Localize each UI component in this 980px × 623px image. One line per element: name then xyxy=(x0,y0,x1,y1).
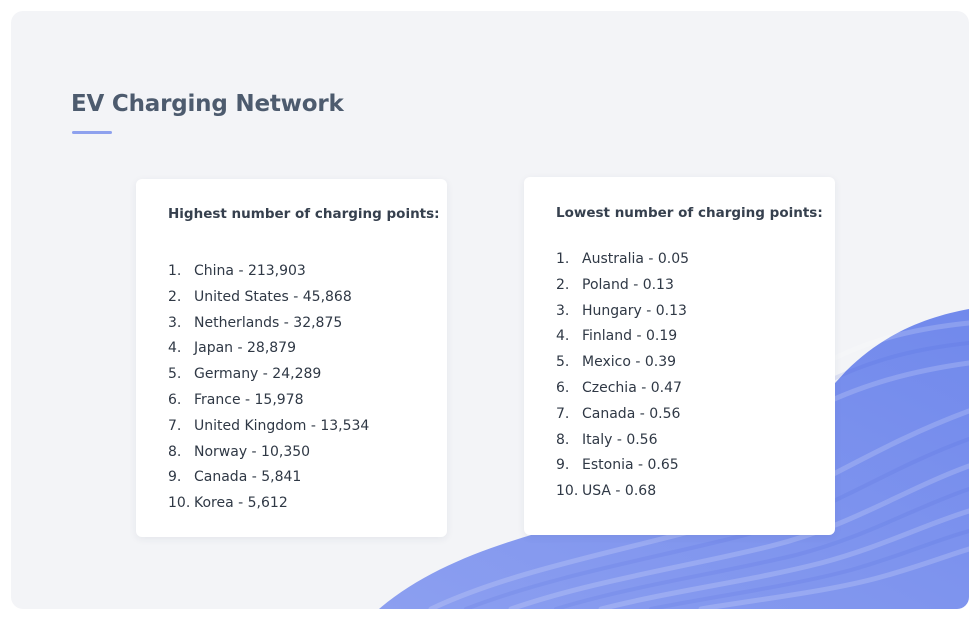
highest-heading: Highest number of charging points: xyxy=(168,206,440,222)
rank-number: 4. xyxy=(556,328,570,345)
rank-number: 7. xyxy=(556,405,570,422)
list-item: 1. China - 213,903 xyxy=(168,259,369,285)
item-text: United Kingdom - 13,534 xyxy=(194,417,370,434)
list-item: 1. Australia - 0.05 xyxy=(556,247,689,273)
list-item: 7. United Kingdom - 13,534 xyxy=(168,414,369,440)
item-text: United States - 45,868 xyxy=(194,288,352,305)
list-item: 10. Korea - 5,612 xyxy=(168,491,369,517)
list-item: 10. USA - 0.68 xyxy=(556,479,689,505)
highest-card: Highest number of charging points: 1. Chi… xyxy=(136,179,447,537)
item-text: Finland - 0.19 xyxy=(582,328,678,345)
rank-number: 10. xyxy=(556,483,579,500)
list-item: 9. Estonia - 0.65 xyxy=(556,453,689,479)
list-item: 7. Canada - 0.56 xyxy=(556,402,689,428)
rank-number: 1. xyxy=(168,263,182,279)
list-item: 3. Netherlands - 32,875 xyxy=(168,311,369,337)
rank-number: 4. xyxy=(168,340,182,357)
list-item: 2. United States - 45,868 xyxy=(168,285,369,311)
rank-number: 10. xyxy=(168,495,191,512)
item-text: Netherlands - 32,875 xyxy=(194,314,343,331)
rank-number: 9. xyxy=(168,469,182,486)
list-item: 2. Poland - 0.13 xyxy=(556,273,689,299)
rank-number: 7. xyxy=(168,417,182,434)
item-text: Mexico - 0.39 xyxy=(582,354,677,371)
rank-number: 8. xyxy=(556,431,570,448)
rank-number: 2. xyxy=(556,276,570,293)
list-item: 8. Norway - 10,350 xyxy=(168,440,369,466)
list-item: 5. Germany - 24,289 xyxy=(168,362,369,388)
item-text: Canada - 0.56 xyxy=(582,405,681,422)
rank-number: 3. xyxy=(168,314,182,331)
rank-number: 8. xyxy=(168,443,182,460)
item-text: Estonia - 0.65 xyxy=(582,457,679,474)
list-item: 4. Finland - 0.19 xyxy=(556,324,689,350)
item-text: USA - 0.68 xyxy=(582,483,657,500)
lowest-heading: Lowest number of charging points: xyxy=(556,205,823,221)
item-text: Italy - 0.56 xyxy=(582,431,658,448)
list-item: 8. Italy - 0.56 xyxy=(556,428,689,454)
item-text: Norway - 10,350 xyxy=(194,443,311,460)
page-title: EV Charging Network xyxy=(71,91,344,117)
rank-number: 3. xyxy=(556,302,570,319)
rank-number: 9. xyxy=(556,457,570,474)
list-item: 3. Hungary - 0.13 xyxy=(556,299,689,325)
item-text: France - 15,978 xyxy=(194,391,304,408)
slide: EV Charging Network Highest number of ch… xyxy=(11,11,969,609)
item-text: Korea - 5,612 xyxy=(194,495,288,512)
list-item: 6. Czechia - 0.47 xyxy=(556,376,689,402)
lowest-list: 1. Australia - 0.05 2. Poland - 0.13 3. Hun… xyxy=(556,247,689,505)
list-item: 9. Canada - 5,841 xyxy=(168,465,369,491)
list-item: 5. Mexico - 0.39 xyxy=(556,350,689,376)
item-text: Czechia - 0.47 xyxy=(582,379,682,396)
rank-number: 2. xyxy=(168,288,182,305)
title-underline xyxy=(72,131,112,134)
rank-number: 5. xyxy=(556,354,570,371)
rank-number: 6. xyxy=(556,379,570,396)
item-text: Germany - 24,289 xyxy=(194,366,322,383)
item-text: Hungary - 0.13 xyxy=(582,302,687,319)
item-text: Japan - 28,879 xyxy=(194,340,296,357)
item-text: Australia - 0.05 xyxy=(582,251,690,267)
item-text: Poland - 0.13 xyxy=(582,276,674,293)
item-text: Canada - 5,841 xyxy=(194,469,302,486)
lowest-card: Lowest number of charging points: 1. Aust… xyxy=(524,177,835,535)
list-item: 4. Japan - 28,879 xyxy=(168,336,369,362)
list-item: 6. France - 15,978 xyxy=(168,388,369,414)
rank-number: 1. xyxy=(556,251,570,267)
highest-list: 1. China - 213,903 2. United States - 45,8… xyxy=(168,259,369,517)
item-text: China - 213,903 xyxy=(194,263,306,279)
rank-number: 5. xyxy=(168,366,182,383)
rank-number: 6. xyxy=(168,391,182,408)
